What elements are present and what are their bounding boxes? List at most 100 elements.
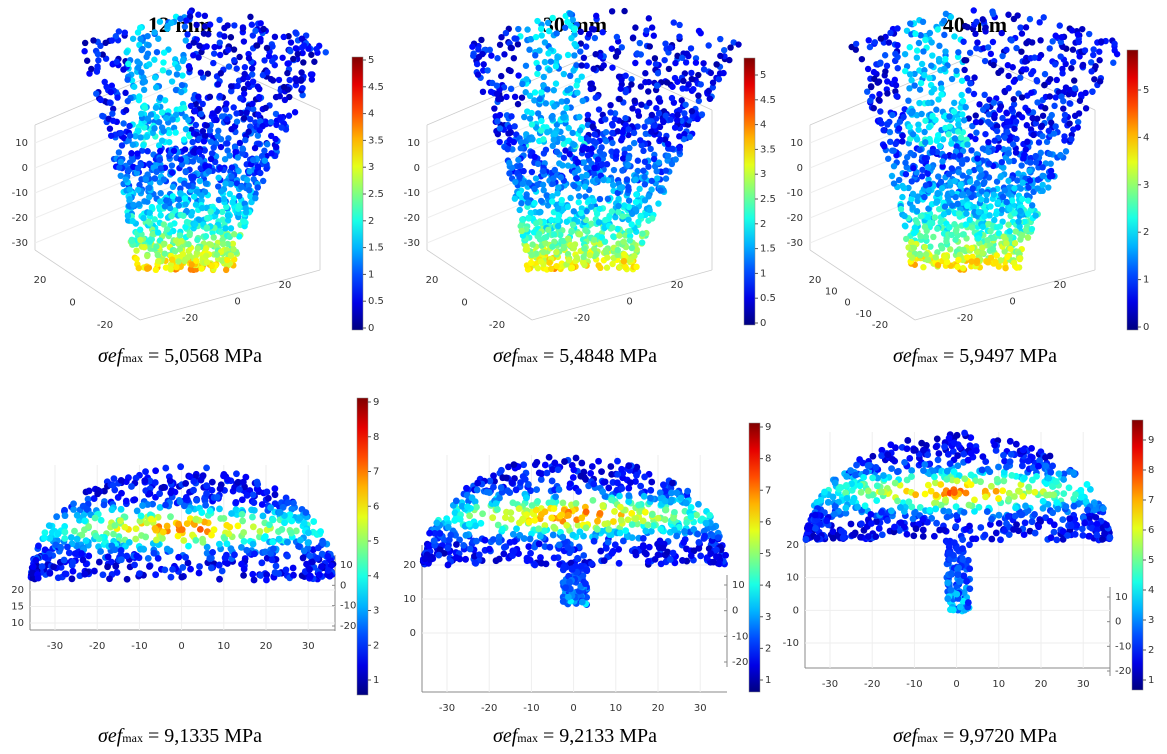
x-tick-label: 10	[609, 703, 622, 714]
z-tick-label: -10	[732, 631, 748, 642]
point	[215, 81, 221, 87]
point	[676, 22, 682, 28]
point	[640, 535, 647, 542]
point	[218, 144, 224, 150]
point	[243, 547, 250, 554]
point	[231, 46, 237, 52]
point	[973, 129, 979, 135]
point	[137, 36, 143, 42]
point	[625, 498, 632, 505]
point	[671, 509, 678, 516]
point	[431, 537, 438, 544]
colorbar-label: 5	[373, 536, 379, 547]
axis-line	[140, 270, 320, 320]
point	[263, 577, 270, 584]
colorbar-label: 7	[765, 485, 771, 496]
point	[649, 215, 655, 221]
point	[607, 463, 614, 470]
point	[609, 64, 615, 70]
point	[254, 42, 260, 48]
x-tick-label: 0	[570, 703, 576, 714]
point	[311, 59, 317, 65]
point	[532, 154, 538, 160]
point	[655, 515, 662, 522]
point	[223, 106, 229, 112]
point	[123, 107, 129, 113]
point	[190, 478, 197, 485]
point	[506, 489, 513, 496]
point	[221, 33, 227, 39]
point	[529, 121, 535, 127]
point	[225, 47, 231, 53]
point	[179, 526, 186, 533]
point	[469, 44, 475, 50]
point	[637, 137, 643, 143]
point	[587, 81, 593, 87]
point	[94, 68, 100, 74]
point	[183, 37, 189, 43]
point	[664, 79, 670, 85]
point	[632, 60, 638, 66]
point	[607, 102, 613, 108]
point	[605, 196, 611, 202]
point	[602, 478, 609, 485]
point	[527, 536, 534, 543]
point	[648, 186, 654, 192]
point	[244, 177, 250, 183]
point	[229, 164, 235, 170]
point	[633, 264, 639, 270]
point	[570, 67, 576, 73]
point	[919, 61, 925, 67]
point	[259, 501, 266, 508]
point	[208, 139, 214, 145]
x-tick-label: -20	[481, 703, 497, 714]
point	[578, 62, 584, 68]
point	[660, 545, 667, 552]
point	[324, 553, 331, 560]
point	[536, 540, 543, 547]
point	[620, 129, 626, 135]
point	[144, 133, 150, 139]
point	[209, 150, 215, 156]
point	[895, 65, 901, 71]
point	[202, 13, 208, 19]
colorbar-label: 2	[765, 643, 771, 654]
point	[521, 114, 527, 120]
y-tick-label: -10	[856, 309, 872, 320]
point	[583, 567, 590, 574]
point	[597, 265, 603, 271]
point	[625, 155, 631, 161]
point	[80, 557, 87, 564]
colorbar-label: 9	[373, 397, 379, 408]
point	[192, 537, 199, 544]
point	[693, 512, 700, 519]
point	[178, 156, 184, 162]
z-tick-label: 0	[414, 163, 420, 174]
point	[189, 209, 195, 215]
point	[130, 202, 136, 208]
point	[555, 206, 561, 212]
point	[135, 128, 141, 134]
point	[526, 47, 532, 53]
point	[445, 562, 452, 569]
point	[68, 534, 75, 541]
point	[162, 502, 169, 509]
point	[589, 146, 595, 152]
point	[250, 78, 256, 84]
point	[143, 176, 149, 182]
point	[483, 488, 490, 495]
point	[147, 210, 153, 216]
point	[55, 530, 62, 537]
point	[980, 145, 986, 151]
point	[523, 63, 529, 69]
point	[229, 199, 235, 205]
point	[507, 509, 514, 516]
point	[482, 537, 489, 544]
point	[511, 55, 517, 61]
point	[605, 485, 612, 492]
point	[567, 85, 573, 91]
point	[645, 88, 651, 94]
point	[525, 215, 531, 221]
point	[687, 134, 693, 140]
point	[182, 554, 189, 561]
